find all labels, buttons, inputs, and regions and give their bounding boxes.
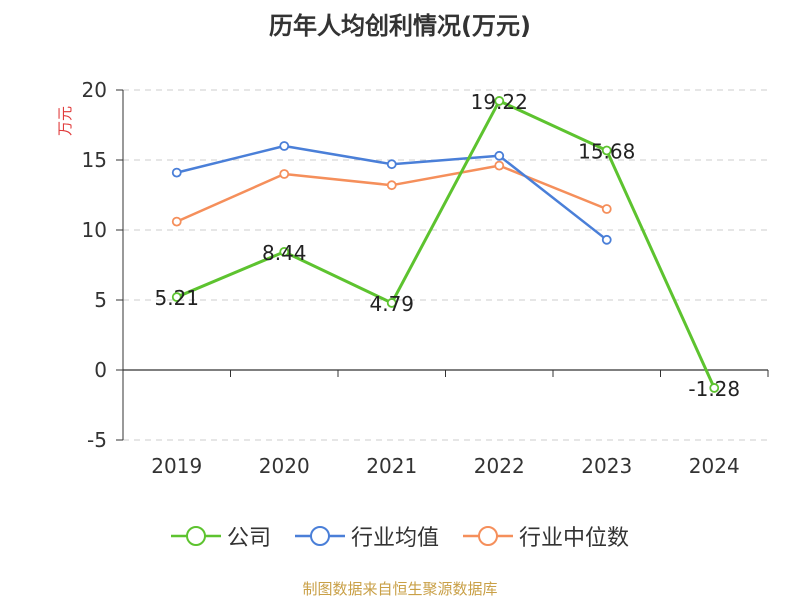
data-point <box>494 96 505 106</box>
x-tick-label: 2023 <box>581 454 632 478</box>
data-point <box>601 204 612 214</box>
y-tick-label: 0 <box>94 358 107 382</box>
data-label: 4.79 <box>369 292 414 316</box>
data-point <box>279 169 290 179</box>
data-point <box>601 145 612 156</box>
legend-swatch-industry-average <box>294 526 345 546</box>
x-tick-label: 2021 <box>366 454 417 478</box>
data-point <box>171 167 182 178</box>
data-point <box>279 246 290 257</box>
x-tick-label: 2024 <box>689 454 740 478</box>
y-axis-label: 万元 <box>56 106 74 136</box>
data-point <box>171 216 182 227</box>
legend-swatch-company <box>170 526 221 546</box>
data-point <box>386 159 397 170</box>
data-label: 8.44 <box>262 241 307 265</box>
data-point <box>279 141 290 151</box>
series-line <box>176 164 608 223</box>
y-tick-label: 10 <box>82 218 107 242</box>
legend: 公司 行业均值 行业中位数 <box>0 520 800 552</box>
y-tick-label: 20 <box>82 78 107 102</box>
legend-item-industry-median[interactable]: 行业中位数 <box>463 520 629 552</box>
legend-swatch-industry-median <box>463 526 513 546</box>
data-label: 5.21 <box>154 286 199 310</box>
y-tick-label: 5 <box>94 288 107 312</box>
legend-label-company: 公司 <box>226 526 271 551</box>
x-tick-label: 2019 <box>151 454 202 478</box>
data-label: -1.28 <box>688 377 740 401</box>
legend-item-company[interactable]: 公司 <box>170 520 271 552</box>
x-tick-label: 2022 <box>474 454 525 478</box>
source-note: 制图数据来自恒生聚源数据库 <box>302 580 498 598</box>
data-label: 15.68 <box>578 139 635 163</box>
data-point <box>494 160 505 171</box>
y-tick-label: 15 <box>82 148 107 172</box>
y-tick-label: -5 <box>87 428 107 452</box>
x-tick-label: 2020 <box>259 454 310 478</box>
data-point <box>386 298 397 308</box>
data-label: 19.22 <box>471 90 528 114</box>
data-point <box>601 234 612 245</box>
legend-item-industry-average[interactable]: 行业均值 <box>294 520 439 552</box>
data-point <box>494 150 505 161</box>
legend-label-industry-average: 行业均值 <box>350 526 439 551</box>
data-point <box>709 383 720 393</box>
data-point <box>171 292 182 302</box>
data-point <box>386 180 397 191</box>
legend-label-industry-median: 行业中位数 <box>519 526 630 551</box>
series-line <box>176 99 716 389</box>
chart-title: 历年人均创利情况(万元) <box>269 12 531 40</box>
